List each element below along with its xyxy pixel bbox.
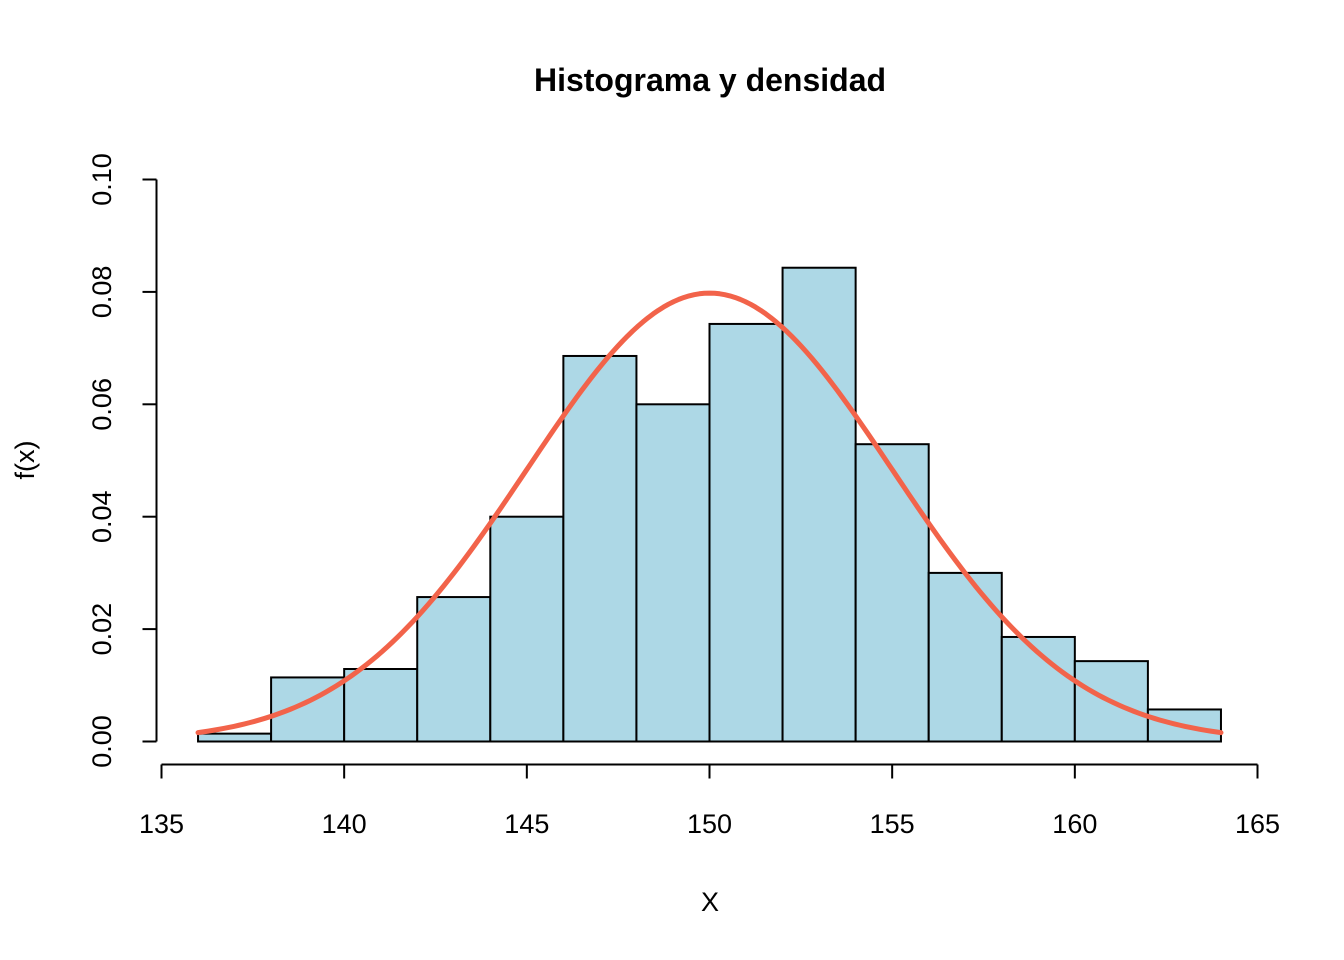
y-tick-label: 0.10 <box>87 153 117 206</box>
histogram-bar <box>927 571 1003 743</box>
x-tick-label: 165 <box>1235 809 1280 839</box>
histogram-bar <box>635 403 711 743</box>
histogram-bar <box>562 354 638 743</box>
x-tick-label: 155 <box>870 809 915 839</box>
histogram-bar <box>708 322 784 743</box>
y-tick-label: 0.02 <box>87 603 117 656</box>
x-tick-label: 140 <box>322 809 367 839</box>
histogram-bars <box>197 266 1222 743</box>
histogram-bar <box>197 732 273 743</box>
y-tick-label: 0.08 <box>87 266 117 319</box>
y-tick-label: 0.06 <box>87 378 117 431</box>
x-tick-label: 160 <box>1052 809 1097 839</box>
histogram-bar <box>854 443 930 743</box>
histogram-bar <box>781 266 857 743</box>
chart-title: Histograma y densidad <box>534 62 886 98</box>
histogram-bar <box>416 596 492 743</box>
x-tick-label: 150 <box>687 809 732 839</box>
y-tick-label: 0.04 <box>87 490 117 543</box>
x-tick-label: 145 <box>504 809 549 839</box>
histogram-bar <box>489 515 565 743</box>
y-tick-label: 0.00 <box>87 715 117 768</box>
y-axis-label: f(x) <box>10 441 40 480</box>
x-axis: 135 140 145 150 155 160 165 <box>139 763 1280 839</box>
histogram-bar <box>343 668 419 743</box>
y-axis: 0.00 0.02 0.04 0.06 0.08 0.10 <box>87 153 158 768</box>
x-axis-label: X <box>701 887 719 917</box>
density-curve-layer <box>195 290 1224 736</box>
density-curve <box>195 290 1224 736</box>
x-tick-label: 135 <box>139 809 184 839</box>
